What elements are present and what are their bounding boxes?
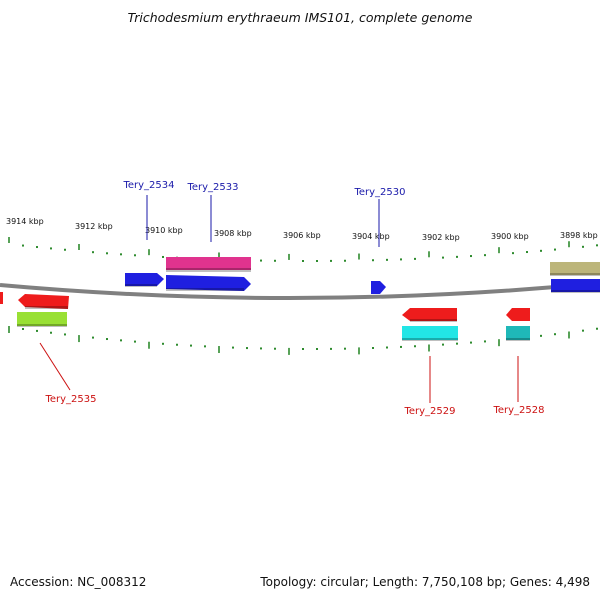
gene-label-tery-2533[interactable]: Tery_2533 (186, 182, 238, 193)
gene-box-tery-2528[interactable] (506, 326, 530, 340)
genome-backbone (0, 281, 600, 301)
gene-edge-red[interactable] (0, 292, 3, 304)
tick-label: 3914 kbp (6, 217, 44, 226)
lower-tick-track (8, 326, 598, 355)
gene-shadow (506, 338, 530, 341)
gene-shadow (125, 284, 157, 287)
tick-label: 3906 kbp (283, 231, 321, 240)
gene-arrow-tery-2534[interactable] (125, 273, 164, 286)
gene-label-tery-2529[interactable]: Tery_2529 (403, 406, 455, 417)
gene-shadow (25, 306, 68, 309)
gene-box-tery-2529[interactable] (402, 326, 458, 340)
tick-label: 3902 kbp (422, 233, 460, 242)
gene-arrow-tery-2528[interactable] (506, 308, 530, 321)
gene-arrow-tery-2529[interactable] (402, 308, 457, 321)
gene-labels: Tery_2534 Tery_2533 Tery_2530 Tery_2535 … (44, 180, 544, 417)
leader-line (39, 342, 71, 391)
gene-shadow (166, 288, 244, 291)
gene-shadow (551, 290, 600, 293)
tick-label: 3910 kbp (145, 226, 183, 235)
gene-arrow-tery-2533[interactable] (166, 275, 251, 291)
leader-lines (39, 195, 519, 403)
gene-shadow (17, 324, 67, 327)
forward-strand-genes (125, 257, 600, 294)
gene-label-tery-2535[interactable]: Tery_2535 (44, 394, 96, 405)
reverse-strand-genes (0, 292, 530, 341)
gene-shadow (166, 268, 251, 272)
tick-labels: 3914 kbp 3912 kbp 3910 kbp 3908 kbp 3906… (6, 217, 598, 242)
gene-box-tery-2533a[interactable] (166, 257, 251, 270)
gene-box-blue-right[interactable] (551, 279, 600, 292)
map-title: Trichodesmium erythraeum IMS101, complet… (128, 10, 473, 25)
tick-label: 3908 kbp (214, 229, 252, 238)
gene-box-olive[interactable] (550, 262, 600, 275)
tick-label: 3900 kbp (491, 232, 529, 241)
gene-box-tery-2535[interactable] (17, 312, 67, 326)
accession-text: Accession: NC_008312 (10, 575, 146, 589)
gene-shadow (402, 338, 458, 341)
tick-label: 3898 kbp (560, 231, 598, 240)
tick-label: 3912 kbp (75, 222, 113, 231)
gene-arrow-tery-2530[interactable] (371, 281, 386, 294)
topology-text: Topology: circular; Length: 7,750,108 bp… (259, 575, 590, 589)
gene-shadow (410, 319, 457, 322)
gene-label-tery-2530[interactable]: Tery_2530 (353, 187, 405, 198)
tick-label: 3904 kbp (352, 232, 390, 241)
gene-label-tery-2528[interactable]: Tery_2528 (492, 405, 544, 416)
gene-label-tery-2534[interactable]: Tery_2534 (122, 180, 174, 191)
gene-shadow (550, 273, 600, 276)
gene-arrow-tery-2535[interactable] (18, 294, 69, 309)
